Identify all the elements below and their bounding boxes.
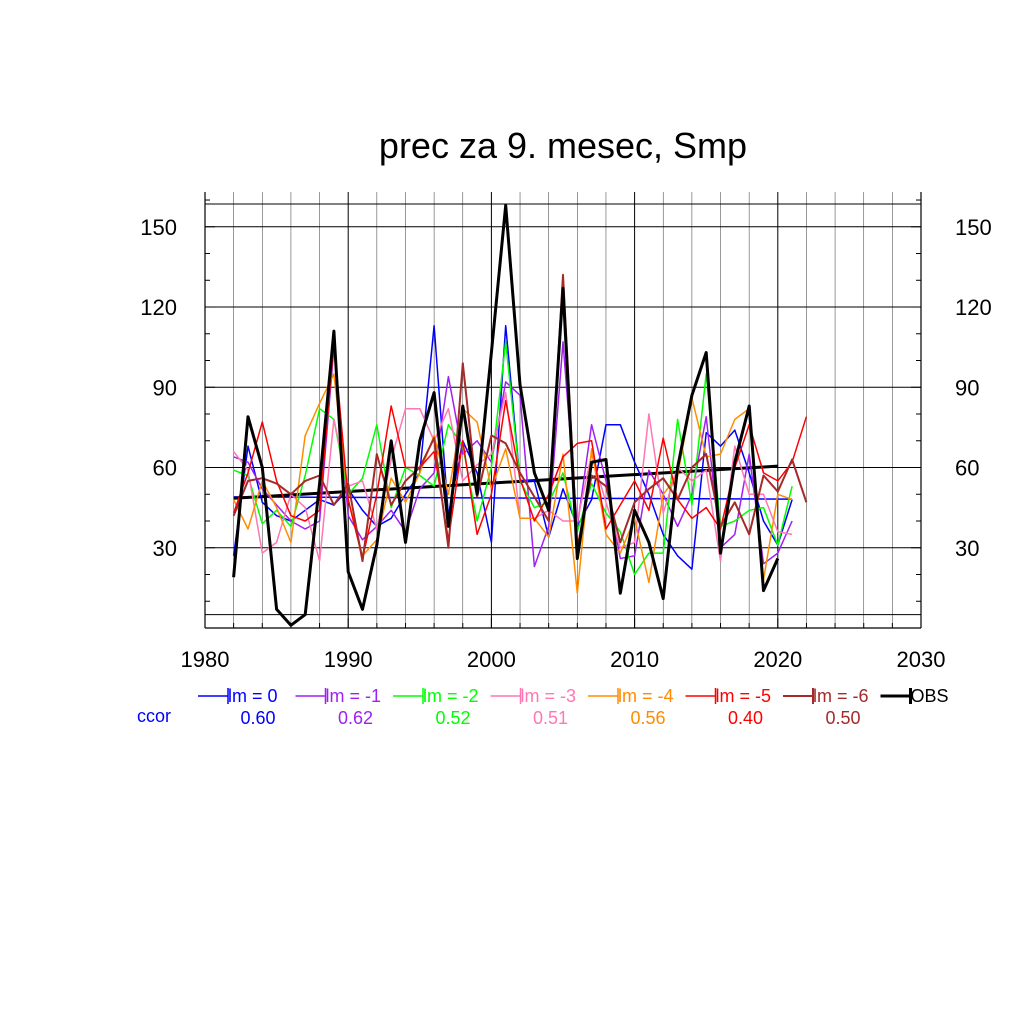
series-line [232,324,793,570]
legend-ccor-value: 0.56 [630,708,665,728]
y-tick-label-right: 90 [955,375,979,400]
legend-label: lm = -3 [521,686,577,706]
legend-ccor-value: 0.50 [825,708,860,728]
x-tick-label: 1990 [324,647,373,672]
y-tick-label: 90 [153,375,177,400]
legend-ccor-value: 0.52 [435,708,470,728]
y-tick-label-right: 60 [955,456,979,481]
ccor-label: ccor [137,706,171,726]
legend-ccor-value: 0.51 [533,708,568,728]
trend-line [233,464,778,500]
axis-layer: 30 30 60 60 90 90 120 120 150 150 1980 1990 2000 2010… [140,192,992,672]
x-tick-label: 1980 [181,647,230,672]
y-tick-label: 120 [140,295,177,320]
chart-title: prec za 9. mesec, Smp [379,125,747,166]
legend-label: lm = 0 [228,686,278,706]
legend-label: OBS [911,686,949,706]
legend-label: lm = -1 [326,686,382,706]
series-line [232,373,793,594]
legend-label: lm = -2 [423,686,479,706]
y-tick-label-right: 30 [955,536,979,561]
legend-label: lm = -6 [813,686,869,706]
y-tick-label: 30 [153,536,177,561]
legend-ccor-value: 0.62 [338,708,373,728]
y-tick-label-right: 150 [955,215,992,240]
series-line [232,203,780,627]
legend-label: lm = -4 [618,686,674,706]
y-tick-label-right: 120 [955,295,992,320]
y-tick-label: 60 [153,456,177,481]
legend: ccor lm = 00.60 lm = -10.62 lm = -20.52 lm =… [137,686,949,728]
x-tick-label: 2000 [467,647,516,672]
series-layer [232,203,808,627]
series-line [232,273,808,563]
legend-ccor-value: 0.40 [728,708,763,728]
x-tick-label: 2020 [753,647,802,672]
legend-label: lm = -5 [716,686,772,706]
x-tick-label: 2030 [897,647,946,672]
legend-ccor-value: 0.60 [240,708,275,728]
y-tick-label: 150 [140,215,177,240]
x-tick-label: 2010 [610,647,659,672]
